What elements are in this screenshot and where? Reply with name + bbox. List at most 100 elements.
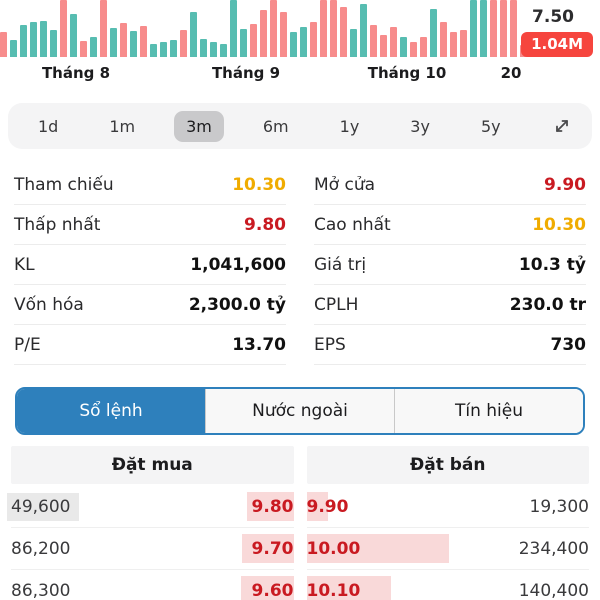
volume-bar	[460, 30, 467, 57]
volume-bar	[200, 39, 207, 57]
range-option-3y[interactable]: 3y	[410, 116, 430, 136]
stat-value: 13.70	[232, 334, 286, 355]
volume-bar	[170, 40, 177, 57]
volume-bar	[40, 21, 47, 57]
volume-bar	[510, 0, 517, 57]
range-option-1d[interactable]: 1d	[38, 116, 59, 136]
sell-price: 10.10	[306, 581, 361, 600]
tab-order-book[interactable]: Sổ lệnh	[17, 389, 205, 433]
stat-value: 1,041,600	[190, 254, 286, 275]
stat-value: 9.90	[544, 174, 586, 195]
volume-bar	[320, 0, 327, 57]
volume-bar	[330, 0, 337, 57]
volume-bar	[390, 27, 397, 57]
volume-bar	[410, 42, 417, 57]
stat-trade-value: Giá trị 10.3 tỷ	[314, 245, 586, 285]
stat-value: 10.30	[232, 174, 286, 195]
sell-price: 10.00	[306, 538, 361, 559]
volume-bar	[350, 29, 357, 57]
stat-value: 9.80	[244, 214, 286, 235]
volume-bar	[420, 37, 427, 57]
stat-highest-price: Cao nhất 10.30	[314, 205, 586, 245]
stat-label: Mở cửa	[314, 174, 376, 195]
volume-bar	[430, 9, 437, 57]
sell-side[interactable]: 10.10 140,400	[306, 570, 589, 600]
chart-x-axis: Tháng 8 Tháng 9 Tháng 10 20	[0, 57, 600, 90]
order-book-headers: Đặt mua Đặt bán	[0, 446, 600, 484]
tab-foreign[interactable]: Nước ngoài	[205, 389, 394, 433]
sell-volume: 19,300	[529, 496, 589, 517]
stat-value: 10.3 tỷ	[518, 254, 586, 275]
order-book-row: 86,200 9.70 10.00 234,400	[0, 528, 600, 570]
stat-label: CPLH	[314, 294, 359, 315]
stat-label: Vốn hóa	[14, 294, 84, 315]
volume-badge: 1.04M	[521, 32, 593, 57]
stat-eps: EPS 730	[314, 325, 586, 365]
volume-bar	[30, 22, 37, 57]
volume-bar	[70, 14, 77, 57]
stat-volume: KL 1,041,600	[14, 245, 286, 285]
stat-label: Tham chiếu	[14, 174, 114, 195]
sell-side[interactable]: 10.00 234,400	[306, 528, 589, 570]
stat-value: 2,300.0 tỷ	[188, 294, 286, 315]
x-axis-label: 20	[500, 64, 522, 82]
stat-label: Cao nhất	[314, 214, 391, 235]
range-selector: 1d 1m 3m 6m 1y 3y 5y	[8, 103, 592, 149]
volume-bar	[450, 32, 457, 57]
volume-bar	[150, 44, 157, 57]
x-axis-label: Tháng 8	[41, 64, 111, 82]
buy-side[interactable]: 49,600 9.80	[7, 486, 294, 528]
stat-label: EPS	[314, 334, 346, 355]
stat-label: KL	[14, 254, 35, 275]
volume-bar	[340, 7, 347, 57]
volume-bar	[10, 40, 17, 57]
volume-bar	[250, 24, 257, 57]
volume-bar	[0, 32, 7, 57]
range-option-6m[interactable]: 6m	[262, 116, 289, 136]
range-option-1y[interactable]: 1y	[339, 116, 360, 136]
sell-volume: 234,400	[518, 538, 589, 559]
range-option-5y[interactable]: 5y	[480, 116, 501, 136]
buy-side[interactable]: 86,300 9.60	[11, 570, 294, 600]
volume-bar	[480, 0, 487, 57]
buy-volume: 86,200	[11, 538, 71, 559]
volume-bar	[300, 27, 307, 57]
sell-depth-bar	[306, 576, 391, 600]
volume-bar	[130, 31, 137, 57]
range-option-3m[interactable]: 3m	[174, 110, 224, 142]
volume-bar	[400, 37, 407, 57]
buy-volume: 49,600	[7, 492, 80, 521]
volume-bar	[140, 26, 147, 57]
buy-depth-bar	[246, 492, 294, 521]
buy-column-header: Đặt mua	[11, 446, 294, 484]
volume-bar	[360, 4, 367, 57]
buy-price: 9.60	[251, 581, 294, 600]
order-book-row: 86,300 9.60 10.10 140,400	[0, 570, 600, 600]
sell-side[interactable]: 9.90 19,300	[306, 486, 589, 528]
volume-bar	[80, 41, 87, 57]
expand-chart-button[interactable]	[550, 114, 574, 138]
volume-bar	[60, 0, 67, 57]
buy-side[interactable]: 86,200 9.70	[11, 528, 294, 570]
sell-depth-bar	[306, 492, 328, 521]
stat-value: 730	[550, 334, 587, 355]
range-option-1m[interactable]: 1m	[109, 116, 136, 136]
buy-volume: 86,300	[11, 581, 71, 600]
order-book-row: 49,600 9.80 9.90 19,300	[0, 486, 600, 528]
volume-bar	[470, 0, 477, 57]
buy-depth-bar	[240, 576, 294, 600]
tab-signals[interactable]: Tín hiệu	[394, 389, 583, 433]
section-tabs: Sổ lệnh Nước ngoài Tín hiệu	[15, 387, 585, 435]
buy-price: 9.80	[251, 496, 294, 517]
volume-bar	[120, 23, 127, 57]
volume-bar	[190, 12, 197, 57]
volume-bar	[230, 0, 237, 57]
volume-bar	[280, 12, 287, 57]
volume-bar	[210, 42, 217, 57]
volume-bar	[260, 10, 267, 57]
stat-pe-ratio: P/E 13.70	[14, 325, 286, 365]
volume-chart[interactable]: 7.50 1.04M	[0, 0, 600, 57]
expand-diagonal-arrow-icon	[552, 116, 572, 136]
volume-bar	[160, 42, 167, 57]
volume-bar	[270, 0, 277, 57]
